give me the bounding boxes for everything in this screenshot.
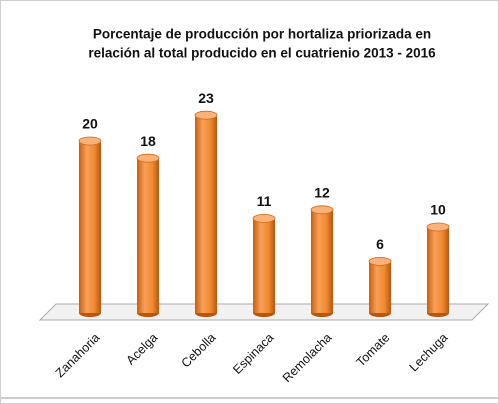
bar-part [194, 110, 218, 120]
data-label: 12 [314, 185, 330, 201]
bar-part [252, 213, 276, 223]
bar [368, 256, 392, 317]
bar-part [368, 256, 392, 266]
data-label: 18 [140, 133, 156, 149]
bar [136, 153, 160, 317]
data-label: 23 [198, 90, 214, 106]
bar-part [369, 261, 391, 313]
bar [426, 222, 450, 317]
bar-part [311, 209, 333, 313]
chart-title: relación al total producido en el cuatri… [88, 46, 436, 61]
bar [194, 110, 218, 317]
bar-part [136, 153, 160, 163]
bar-part [79, 141, 101, 313]
chart-title: Porcentaje de producción por hortaliza p… [93, 27, 431, 42]
bar-part [78, 136, 102, 146]
data-label: 20 [82, 116, 98, 132]
data-label: 6 [376, 236, 384, 252]
data-label: 10 [430, 202, 446, 218]
bar-part [427, 227, 449, 313]
data-label: 11 [257, 193, 272, 209]
bar-part [195, 115, 217, 313]
bar-part [426, 222, 450, 232]
bar [310, 205, 334, 317]
bar [78, 136, 102, 317]
bar-part [137, 158, 159, 313]
bar-part [253, 218, 275, 313]
bar [252, 213, 276, 317]
bar-part [310, 205, 334, 215]
